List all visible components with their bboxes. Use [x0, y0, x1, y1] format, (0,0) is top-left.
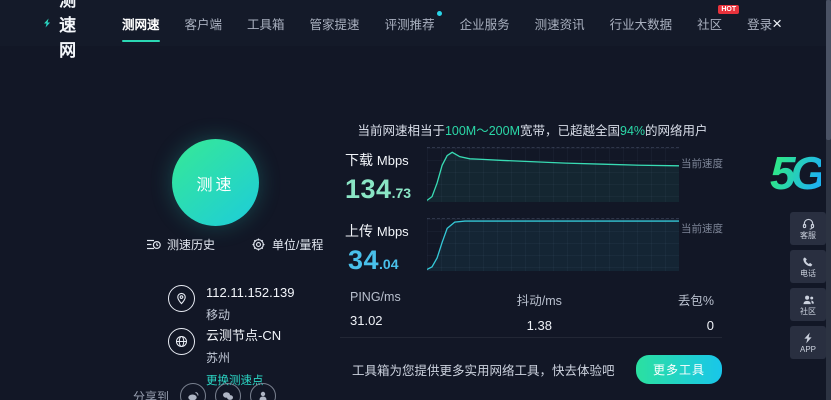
download-block: 下载 Mbps 134.73	[345, 150, 723, 205]
nav-booster[interactable]: 管家提速	[309, 17, 360, 32]
nav-login[interactable]: 登录	[747, 17, 773, 32]
site-logo-text: 测速网	[59, 0, 79, 60]
nav-enterprise[interactable]: 企业服务	[459, 17, 510, 32]
download-value: 134.73	[345, 174, 412, 204]
nav-speedtest[interactable]: 测网速	[122, 14, 160, 42]
ip-info: 112.11.152.139 移动	[168, 285, 294, 323]
jitter-label: 抖动/ms	[516, 294, 562, 308]
start-test-button[interactable]: 测速	[172, 139, 259, 226]
node-name: 云测节点-CN	[206, 328, 282, 343]
phone-button[interactable]: 电话	[790, 250, 826, 283]
section-divider	[340, 337, 722, 338]
scrollbar[interactable]	[826, 0, 831, 400]
test-history-link[interactable]: 测速历史	[146, 236, 215, 253]
ping-label: PING/ms	[350, 290, 401, 304]
history-icon	[147, 239, 161, 250]
change-node-link[interactable]: 更换测速点	[206, 374, 264, 387]
toolbox-promo-row: 工具箱为您提供更多实用网络工具，快去体验吧 更多工具	[340, 355, 722, 384]
nav-client[interactable]: 客户端	[184, 17, 223, 32]
customer-service-button[interactable]: 客服	[790, 212, 826, 245]
share-label: 分享到	[133, 389, 170, 400]
speedtest-bolt-icon	[44, 18, 51, 28]
loss-value: 0	[706, 318, 714, 333]
new-dot-badge	[436, 10, 442, 16]
upload-block: 上传 Mbps 34.04	[345, 221, 723, 276]
jitter-value: 1.38	[526, 318, 552, 333]
nav-news[interactable]: 测速资讯	[534, 17, 585, 32]
headset-icon	[802, 218, 814, 230]
ping-metric: PING/ms 31.02	[345, 290, 401, 333]
top-nav-bar: 测速网 测网速 客户端 工具箱 管家提速 评测推荐 企业服务 测速资讯 行业大数…	[0, 0, 831, 60]
quick-links: 测速历史 单位/量程	[146, 236, 323, 253]
weibo-share-icon[interactable]	[180, 383, 207, 400]
ping-value: 31.02	[350, 313, 383, 328]
percentile: 94%	[620, 124, 646, 138]
node-city: 苏州	[206, 350, 231, 365]
nav-bigdata[interactable]: 行业大数据	[609, 17, 673, 32]
location-pin-icon	[168, 285, 195, 312]
download-current-label: 当前速度	[681, 158, 723, 170]
wechat-share-icon[interactable]	[215, 383, 242, 400]
app-button[interactable]: APP	[790, 326, 826, 359]
bandwidth-range: 100M～200M	[444, 124, 520, 138]
phone-icon	[802, 256, 812, 266]
speed-summary-text: 当前网速相当于100M～200M宽带，已超越全国94%的网络用户	[357, 124, 708, 138]
more-tools-button[interactable]: 更多工具	[635, 355, 722, 384]
upload-chart	[427, 218, 679, 271]
nav-toolbox[interactable]: 工具箱	[247, 17, 285, 32]
download-label: 下载 Mbps	[345, 152, 409, 168]
upload-label: 上传 Mbps	[345, 223, 409, 239]
main-nav: 测网速 客户端 工具箱 管家提速 评测推荐 企业服务 测速资讯 行业大数据 社区…	[122, 4, 773, 42]
loss-metric: 丢包% 0	[678, 290, 720, 333]
jitter-metric: 抖动/ms 1.38	[517, 290, 562, 333]
node-info: 云测节点-CN 苏州 更换测速点	[168, 328, 281, 388]
scrollbar-thumb[interactable]	[826, 0, 831, 140]
hot-badge: HOT	[718, 4, 740, 15]
isp-name: 移动	[206, 307, 231, 322]
download-chart	[427, 147, 679, 202]
loss-label: 丢包%	[677, 294, 714, 308]
upload-value: 34.04	[348, 245, 399, 275]
people-icon	[802, 295, 814, 304]
side-dock: 客服 电话 社区 APP	[790, 212, 826, 359]
metrics-row: PING/ms 31.02 抖动/ms 1.38 丢包% 0	[345, 290, 720, 333]
gear-icon	[252, 238, 265, 251]
nav-reviews[interactable]: 评测推荐	[385, 10, 442, 33]
nav-community[interactable]: 社区 HOT	[697, 4, 740, 33]
share-row: 分享到	[133, 383, 277, 400]
upload-current-label: 当前速度	[681, 223, 723, 235]
units-range-link[interactable]: 单位/量程	[251, 236, 323, 253]
toolbox-promo-text: 工具箱为您提供更多实用网络工具，快去体验吧	[352, 364, 615, 378]
speedtest-bolt-icon	[804, 332, 812, 343]
globe-icon	[168, 328, 195, 355]
community-button[interactable]: 社区	[790, 288, 826, 321]
ip-address: 112.11.152.139	[206, 285, 295, 300]
close-icon[interactable]: ×	[772, 13, 783, 33]
5g-logo: 5G	[770, 147, 826, 199]
qq-share-icon[interactable]	[250, 383, 277, 400]
site-logo[interactable]: 测速网	[42, 0, 88, 61]
